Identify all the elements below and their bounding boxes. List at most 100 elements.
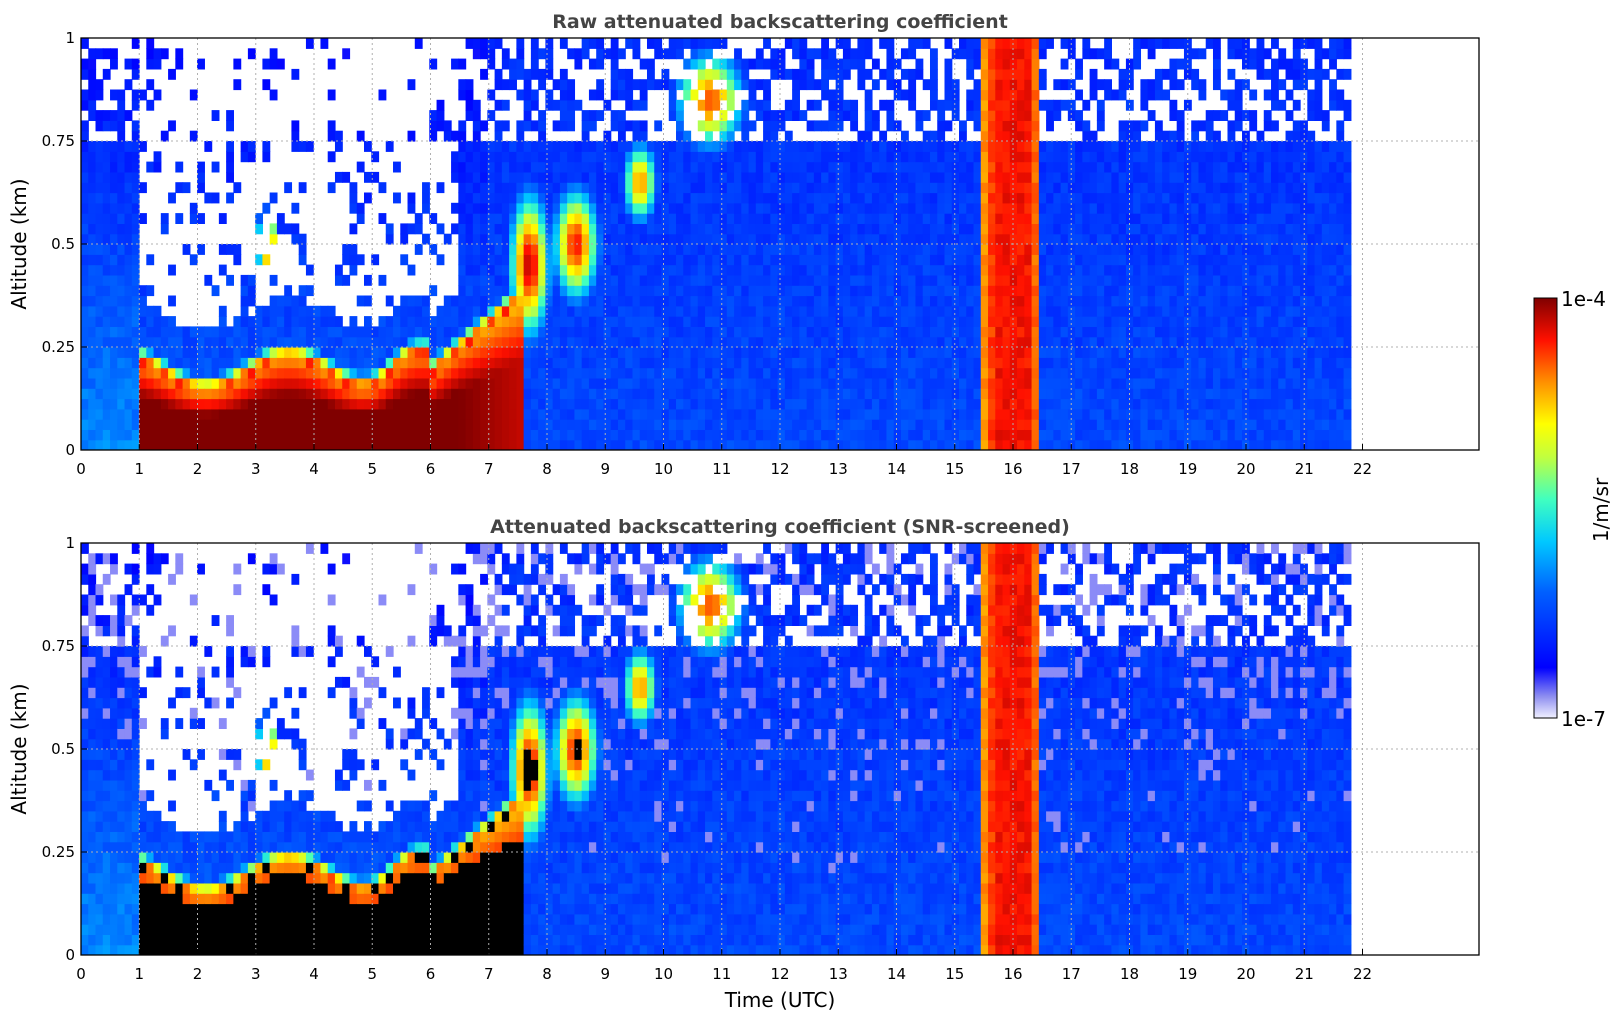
heatmap-cell xyxy=(821,377,829,389)
heatmap-cell xyxy=(1147,244,1156,255)
heatmap-cell xyxy=(596,244,605,255)
heatmap-cell xyxy=(153,58,162,70)
heatmap-cell xyxy=(559,274,568,286)
heatmap-cell xyxy=(429,110,438,121)
heatmap-cell xyxy=(1104,408,1112,420)
heatmap-cell xyxy=(632,357,641,369)
heatmap-cell xyxy=(734,408,742,420)
heatmap-cell xyxy=(654,274,663,286)
heatmap-cell xyxy=(1067,99,1076,111)
heatmap-cell xyxy=(719,316,728,327)
heatmap-cell xyxy=(980,233,989,245)
heatmap-cell xyxy=(726,141,735,152)
heatmap-cell xyxy=(835,79,844,91)
heatmap-cell xyxy=(349,192,358,204)
heatmap-cell xyxy=(262,202,271,214)
heatmap-cell xyxy=(588,285,597,297)
heatmap-cell xyxy=(705,79,713,91)
heatmap-cell xyxy=(1169,367,1178,379)
heatmap-cell xyxy=(842,326,851,338)
heatmap-cell xyxy=(908,68,917,80)
heatmap-cell xyxy=(1067,202,1076,214)
heatmap-cell xyxy=(1017,171,1025,183)
heatmap-cell xyxy=(124,171,133,183)
heatmap-cell xyxy=(1249,419,1258,430)
heatmap-cell xyxy=(654,202,663,214)
heatmap-cell xyxy=(632,213,641,224)
heatmap-cell xyxy=(443,408,452,420)
heatmap-cell xyxy=(284,295,293,307)
heatmap-cell xyxy=(646,336,655,348)
heatmap-cell xyxy=(676,48,684,60)
heatmap-cell xyxy=(719,326,728,338)
heatmap-cell xyxy=(458,171,467,183)
heatmap-cell xyxy=(835,377,844,389)
heatmap-cell xyxy=(581,419,590,430)
heatmap-cell xyxy=(472,202,481,214)
heatmap-cell xyxy=(646,161,655,173)
heatmap-cell xyxy=(1031,38,1040,49)
heatmap-cell xyxy=(944,274,953,286)
heatmap-cell xyxy=(748,58,757,70)
heatmap-cell xyxy=(835,254,844,266)
heatmap-cell xyxy=(980,367,989,379)
heatmap-cell xyxy=(603,377,612,389)
heatmap-cell xyxy=(211,326,220,338)
heatmap-cell xyxy=(545,285,554,297)
heatmap-cell xyxy=(857,419,866,430)
heatmap-cell xyxy=(908,264,917,276)
heatmap-cell xyxy=(734,398,742,410)
heatmap-cell xyxy=(124,398,133,410)
heatmap-cell xyxy=(835,58,844,70)
heatmap-cell xyxy=(821,316,829,327)
heatmap-cell xyxy=(400,295,409,307)
heatmap-cell xyxy=(1096,213,1105,224)
heatmap-cell xyxy=(1089,202,1098,214)
heatmap-cell xyxy=(226,110,234,121)
heatmap-cell xyxy=(748,398,757,410)
heatmap-cell xyxy=(1242,141,1250,152)
heatmap-cell xyxy=(1089,285,1098,297)
heatmap-cell xyxy=(400,316,409,327)
heatmap-cell xyxy=(465,223,474,235)
heatmap-cell xyxy=(864,38,873,49)
heatmap-cell xyxy=(182,429,191,441)
heatmap-cell xyxy=(908,419,917,430)
heatmap-cell xyxy=(966,151,975,163)
heatmap-cell xyxy=(1067,182,1076,194)
heatmap-cell xyxy=(770,367,779,379)
heatmap-cell xyxy=(726,130,735,142)
heatmap-cell xyxy=(472,48,481,60)
heatmap-cell xyxy=(1191,213,1200,224)
heatmap-cell xyxy=(973,408,982,420)
heatmap-cell xyxy=(1060,326,1069,338)
heatmap-cell xyxy=(813,295,822,307)
heatmap-cell xyxy=(269,419,278,430)
heatmap-cell xyxy=(559,388,568,400)
heatmap-cell xyxy=(850,171,859,183)
heatmap-cell xyxy=(1060,99,1069,111)
heatmap-cell xyxy=(480,347,488,358)
heatmap-cell xyxy=(588,151,597,163)
heatmap-cell xyxy=(95,377,104,389)
heatmap-cell xyxy=(110,141,118,152)
heatmap-cell xyxy=(1104,377,1112,389)
heatmap-cell xyxy=(654,48,663,60)
heatmap-cell xyxy=(487,357,496,369)
heatmap-cell xyxy=(131,58,140,70)
heatmap-cell xyxy=(668,388,677,400)
heatmap-cell xyxy=(908,357,917,369)
heatmap-cell xyxy=(1242,305,1250,317)
heatmap-cell xyxy=(1169,38,1178,49)
heatmap-cell xyxy=(596,171,605,183)
heatmap-cell xyxy=(211,161,220,173)
heatmap-cell xyxy=(124,429,133,441)
heatmap-cell xyxy=(95,223,104,235)
heatmap-cell xyxy=(538,141,547,152)
heatmap-cell xyxy=(327,58,336,70)
heatmap-cell xyxy=(886,171,895,183)
heatmap-cell xyxy=(886,110,895,121)
heatmap-cell xyxy=(530,295,539,307)
heatmap-cell xyxy=(501,58,510,70)
heatmap-cell xyxy=(748,161,757,173)
